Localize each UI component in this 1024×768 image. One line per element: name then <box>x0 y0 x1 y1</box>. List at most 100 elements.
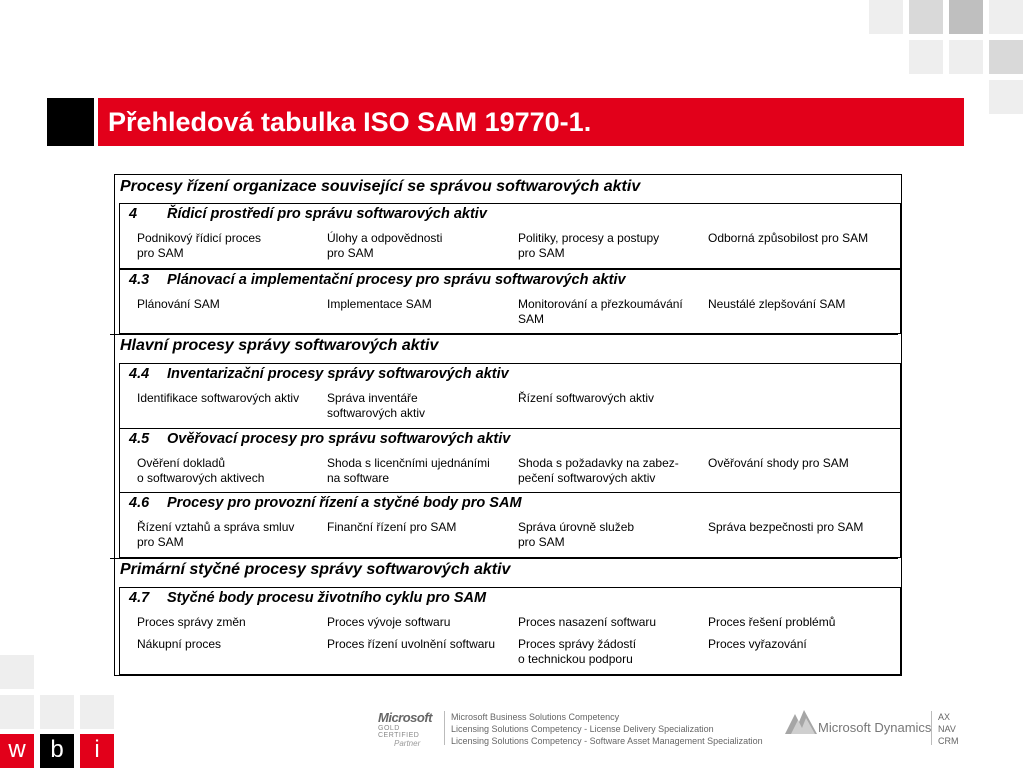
title-bar: Přehledová tabulka ISO SAM 19770-1. <box>98 98 964 146</box>
process-cell: Správa inventáře softwarových aktiv <box>327 391 512 421</box>
section-number: 4.6 <box>129 495 150 511</box>
process-cell: Nákupní proces <box>137 637 322 652</box>
process-cell-line: Proces řízení uvolnění softwaru <box>327 637 496 651</box>
product-nav: NAV <box>938 724 956 734</box>
process-cell: Proces řešení problémů <box>708 615 893 630</box>
process-cell-line: Ověření dokladů <box>137 456 226 470</box>
process-cell-line: pro SAM <box>137 535 184 549</box>
process-cell: Ověření dokladů o softwarových aktivech <box>137 456 322 486</box>
process-cell-line: na software <box>327 471 390 485</box>
partner-text: Partner <box>394 739 421 748</box>
section-title: Inventarizační procesy správy softwarový… <box>167 366 509 382</box>
microsoft-dynamics-text: Microsoft Dynamics <box>818 720 932 735</box>
section-box: 4.6 Procesy pro provozní řízení a styčné … <box>119 492 901 558</box>
process-cell: Monitorování a přezkoumávání SAM <box>518 297 703 327</box>
process-cell-line: SAM <box>518 312 545 326</box>
process-cell-line: o softwarových aktivech <box>137 471 265 485</box>
product-crm: CRM <box>938 736 959 746</box>
section-box: 4 Řídicí prostředí pro správu softwarovýc… <box>119 203 901 269</box>
section-number: 4.5 <box>129 431 150 447</box>
section-number: 4 <box>129 206 138 222</box>
process-cell: Plánování SAM <box>137 297 322 312</box>
section-number: 4.7 <box>129 590 150 606</box>
process-cell-line: Nákupní proces <box>137 637 222 651</box>
process-cell-line: pro SAM <box>518 246 565 260</box>
section-number: 4.3 <box>129 272 150 288</box>
section-title: Procesy pro provozní řízení a styčné bod… <box>167 495 522 511</box>
section-heading: 4.4 Inventarizační procesy správy softwar… <box>129 366 509 382</box>
process-cell: Ověřování shody pro SAM <box>708 456 893 471</box>
process-cell-line: Řízení vztahů a správa smluv <box>137 520 295 534</box>
process-cell: Politiky, procesy a postupy pro SAM <box>518 231 703 261</box>
section-heading: 4.3 Plánovací a implementační procesy pro… <box>129 272 626 288</box>
section-box: 4.5 Ověřovací procesy pro správu softwaro… <box>119 428 901 493</box>
group-separator <box>110 334 898 335</box>
page-title: Přehledová tabulka ISO SAM 19770-1. <box>108 107 592 137</box>
section-title: Plánovací a implementační procesy pro sp… <box>167 272 626 288</box>
process-cell-line: Řízení softwarových aktiv <box>518 391 655 405</box>
process-cell-line: Finanční řízení pro SAM <box>327 520 457 534</box>
process-cell: Proces vyřazování <box>708 637 893 652</box>
process-cell: Shoda s licenčními ujednáními na software <box>327 456 512 486</box>
process-cell-line: Monitorování a přezkoumávání <box>518 297 683 311</box>
microsoft-gold-partner-logo: Microsoft GOLD CERTIFIED Partner <box>378 710 438 748</box>
process-cell-line: Podnikový řídicí proces <box>137 231 262 245</box>
process-cell: Identifikace softwarových aktiv <box>137 391 322 406</box>
process-cell-line: Proces vyřazování <box>708 637 807 651</box>
competencies-list: Microsoft Business Solutions Competency … <box>451 711 763 747</box>
logo-letter-i: i <box>80 734 114 768</box>
process-cell-line: Neustálé zlepšování SAM <box>708 297 846 311</box>
process-cell-line: o technickou podporu <box>518 652 633 666</box>
group-heading: Hlavní procesy správy softwarových aktiv <box>120 337 439 354</box>
section-number: 4.4 <box>129 366 150 382</box>
section-box: 4.3 Plánovací a implementační procesy pro… <box>119 269 901 334</box>
process-cell-line: Správa bezpečnosti pro SAM <box>708 520 864 534</box>
process-cell: Správa úrovně služeb pro SAM <box>518 520 703 550</box>
competency-item: Licensing Solutions Competency - Softwar… <box>451 736 763 746</box>
group-separator <box>110 558 898 559</box>
process-cell: Proces řízení uvolnění softwaru <box>327 637 512 652</box>
group-heading: Primární styčné procesy správy softwarov… <box>120 561 511 578</box>
process-cell-line: Proces správy změn <box>137 615 246 629</box>
process-cell: Řízení vztahů a správa smluv pro SAM <box>137 520 322 550</box>
process-cell-line: Proces správy žádostí <box>518 637 637 651</box>
process-cell-line: Shoda s požadavky na zabez- <box>518 456 679 470</box>
microsoft-logo-text: Microsoft <box>378 710 433 725</box>
process-cell: Finanční řízení pro SAM <box>327 520 512 535</box>
section-box: 4.4 Inventarizační procesy správy softwar… <box>119 363 901 429</box>
process-cell-line: Identifikace softwarových aktiv <box>137 391 300 405</box>
process-cell-line: Proces vývoje softwaru <box>327 615 451 629</box>
section-title: Ověřovací procesy pro správu softwarovýc… <box>167 431 511 447</box>
process-cell-line: Proces nasazení softwaru <box>518 615 657 629</box>
process-cell-line: Proces řešení problémů <box>708 615 836 629</box>
process-cell: Úlohy a odpovědnosti pro SAM <box>327 231 512 261</box>
dynamics-mountain-icon <box>785 710 817 734</box>
section-title: Styčné body procesu životního cyklu pro … <box>167 590 487 606</box>
process-cell-line: Plánování SAM <box>137 297 220 311</box>
process-cell: Shoda s požadavky na zabez-pečení softwa… <box>518 456 703 486</box>
process-cell-line: pro SAM <box>518 535 565 549</box>
section-heading: 4.7 Styčné body procesu životního cyklu p… <box>129 590 486 606</box>
process-cell-line: Ověřování shody pro SAM <box>708 456 849 470</box>
process-cell: Proces správy žádostí o technickou podpor… <box>518 637 703 667</box>
logo-letter-w: w <box>0 734 34 768</box>
process-cell: Řízení softwarových aktiv <box>518 391 703 406</box>
process-cell: Odborná způsobilost pro SAM <box>708 231 893 246</box>
group-heading: Procesy řízení organizace související se… <box>120 178 641 195</box>
process-cell-line: pečení softwarových aktiv <box>518 471 656 485</box>
process-cell-line: pro SAM <box>137 246 184 260</box>
competency-item: Microsoft Business Solutions Competency <box>451 712 620 722</box>
process-cell: Neustálé zlepšování SAM <box>708 297 893 312</box>
process-cell-line: pro SAM <box>327 246 374 260</box>
process-cell-line: Odborná způsobilost pro SAM <box>708 231 869 245</box>
process-cell: Implementace SAM <box>327 297 512 312</box>
section-heading: 4 Řídicí prostředí pro správu softwarovýc… <box>129 206 487 222</box>
logo-letter-b: b <box>40 734 74 768</box>
title-black-square <box>47 98 94 146</box>
process-cell: Proces správy změn <box>137 615 322 630</box>
process-cell-line: Politiky, procesy a postupy <box>518 231 660 245</box>
process-cell-line: Shoda s licenčními ujednáními <box>327 456 490 470</box>
process-cell-line: Úlohy a odpovědnosti <box>327 231 443 245</box>
section-title: Řídicí prostředí pro správu softwarových… <box>167 206 487 222</box>
footer-divider <box>444 711 445 745</box>
